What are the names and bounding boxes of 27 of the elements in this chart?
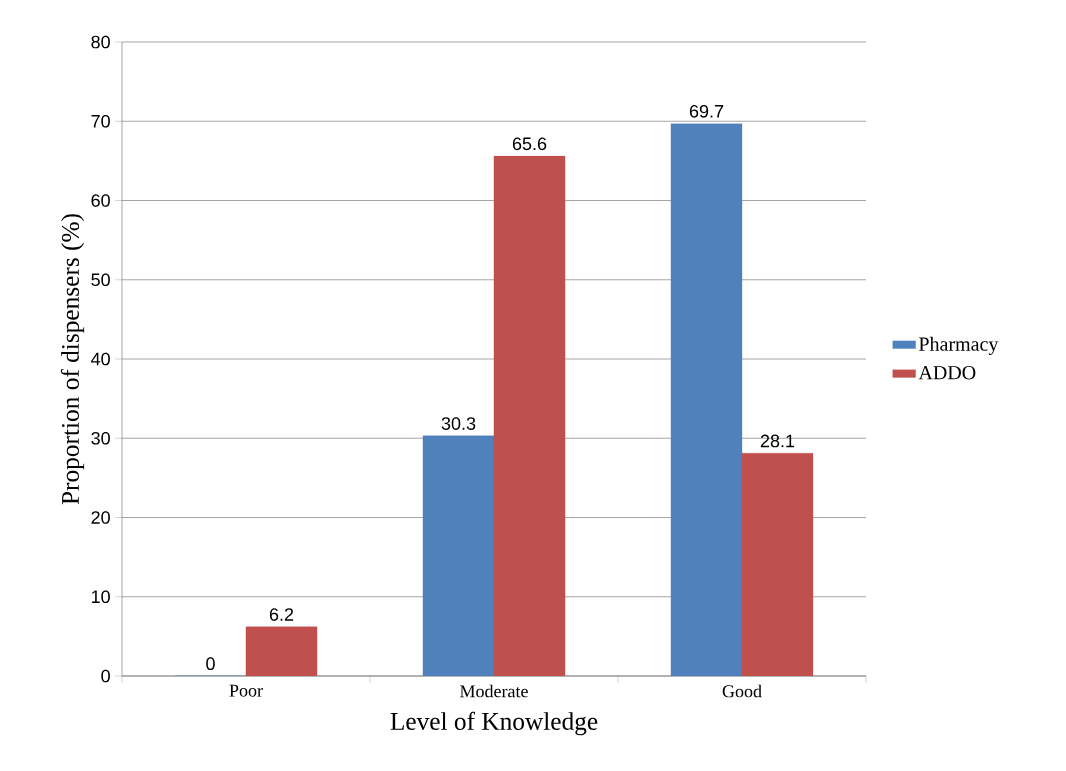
y-tick-label: 10 (91, 590, 110, 604)
data-label: 6.2 (269, 608, 294, 621)
y-axis-title: Proportion of dispensers (%) (60, 214, 85, 505)
x-tick-label: Good (722, 684, 762, 698)
y-tick-label: 80 (91, 35, 110, 49)
bar (245, 626, 318, 676)
legend-label: ADDO (918, 365, 976, 380)
x-axis-title: Level of Knowledge (390, 711, 598, 736)
x-tick-label: Poor (229, 684, 263, 697)
data-label: 69.7 (689, 104, 724, 118)
bar (493, 155, 566, 676)
data-label: 28.1 (760, 434, 795, 448)
y-tick-label: 30 (91, 431, 110, 445)
legend-label: Pharmacy (919, 336, 999, 355)
x-tick-label: Moderate (460, 684, 528, 698)
bar (422, 435, 495, 676)
y-tick-label: 50 (91, 273, 110, 287)
data-label: 0 (206, 657, 215, 671)
y-tick-label: 20 (91, 511, 110, 524)
y-tick-label: 70 (91, 114, 110, 128)
y-tick-label: 40 (91, 352, 110, 366)
data-label: 30.3 (441, 417, 476, 430)
y-tick-label: 60 (91, 194, 110, 207)
data-label: 65.6 (512, 137, 547, 151)
bar (741, 453, 814, 676)
y-tick-label: 0 (101, 669, 110, 683)
bar (670, 123, 743, 676)
